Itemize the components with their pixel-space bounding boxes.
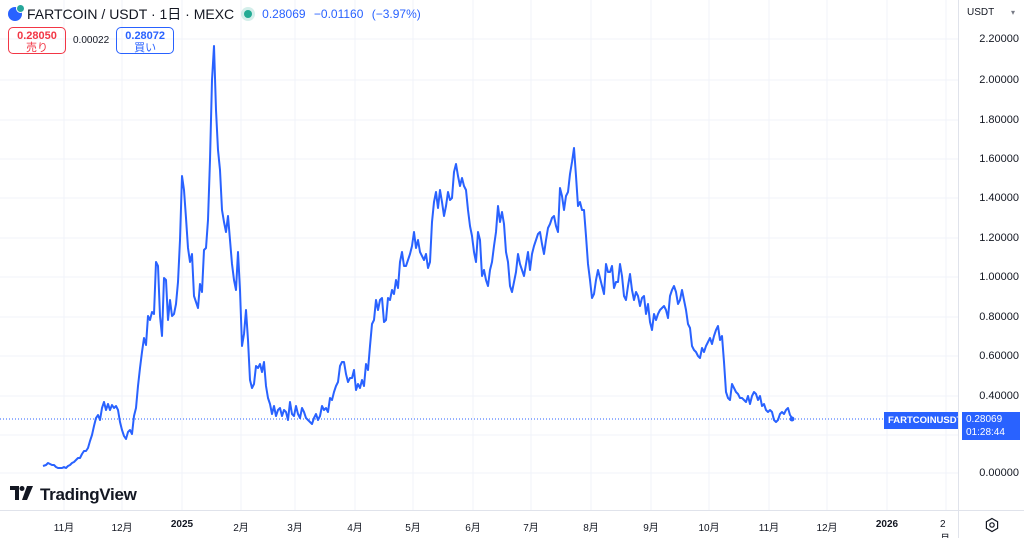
x-tick: 2025 <box>170 519 194 530</box>
last-point-marker <box>789 416 795 422</box>
y-tick: 1.60000 <box>979 153 1019 165</box>
y-tick: 0.00000 <box>979 467 1019 479</box>
last-price-value: 0.28069 <box>966 414 1003 425</box>
price-summary: 0.28069 −0.01160 (−3.97%) <box>262 7 426 21</box>
chart-pane[interactable]: FARTCOIN / USDT · 1日 · MEXC 0.28069 −0.0… <box>0 0 967 510</box>
change-text: −0.01160 <box>313 7 364 21</box>
x-tick: 11月 <box>53 523 75 534</box>
y-tick: 1.80000 <box>979 114 1019 126</box>
bar-countdown: 01:28:44 <box>966 427 1005 438</box>
sell-price: 0.28050 <box>17 30 57 42</box>
change-percent-text: (−3.97%) <box>371 7 421 21</box>
chart-settings-button[interactable] <box>958 510 1024 539</box>
y-tick: 2.20000 <box>979 33 1019 45</box>
last-price-text: 0.28069 <box>262 7 306 21</box>
symbol-title[interactable]: FARTCOIN / USDT · 1日 · MEXC <box>27 6 235 22</box>
x-tick: 2026 <box>875 519 899 530</box>
sell-label: 売り <box>26 42 48 54</box>
y-tick: 0.60000 <box>979 350 1019 362</box>
last-price-tag: 0.28069 01:28:44 <box>962 412 1020 440</box>
price-chart[interactable] <box>0 0 958 510</box>
tradingview-mark-icon <box>10 485 34 505</box>
gear-icon <box>985 517 999 533</box>
symbol-price-label: FARTCOINUSDT <box>884 412 967 429</box>
currency-selector[interactable]: USDT ▾ <box>963 3 1019 21</box>
x-tick: 2月 <box>233 523 249 534</box>
x-tick: 12月 <box>111 523 133 534</box>
x-tick: 5月 <box>405 523 421 534</box>
y-tick: 1.00000 <box>979 271 1019 283</box>
x-tick: 12月 <box>816 523 838 534</box>
x-tick: 3月 <box>287 523 303 534</box>
spread-value: 0.00022 <box>73 35 110 46</box>
y-tick: 0.40000 <box>979 390 1019 402</box>
symbol-header: FARTCOIN / USDT · 1日 · MEXC 0.28069 −0.0… <box>8 4 426 24</box>
market-status-icon[interactable] <box>244 10 253 18</box>
currency-value: USDT <box>967 6 995 18</box>
tradingview-wordmark: TradingView <box>40 485 137 504</box>
trade-buttons: 0.28050 売り 0.00022 0.28072 買い <box>8 27 175 54</box>
x-tick: 8月 <box>583 523 599 534</box>
y-tick: 0.80000 <box>979 311 1019 323</box>
grid <box>0 0 958 510</box>
buy-label: 買い <box>134 42 157 54</box>
time-axis[interactable]: 11月 12月 2025 2月 3月 4月 5月 6月 7月 8月 9月 10月… <box>0 510 958 545</box>
x-tick: 4月 <box>347 523 363 534</box>
tradingview-logo[interactable]: TradingView <box>10 485 137 505</box>
y-tick: 1.40000 <box>979 192 1019 204</box>
y-tick: 1.20000 <box>979 232 1019 244</box>
x-tick: 9月 <box>643 523 659 534</box>
buy-price: 0.28072 <box>125 30 166 42</box>
buy-button[interactable]: 0.28072 買い <box>116 27 175 54</box>
chevron-down-icon: ▾ <box>1010 7 1015 17</box>
x-tick: 10月 <box>698 523 720 534</box>
sell-button[interactable]: 0.28050 売り <box>8 27 66 54</box>
x-tick: 11月 <box>758 523 780 534</box>
x-tick: 7月 <box>523 523 539 534</box>
x-tick: 6月 <box>465 523 481 534</box>
y-tick: 2.00000 <box>979 74 1019 86</box>
price-line <box>42 45 793 469</box>
coin-logo-icon <box>8 4 25 21</box>
bottom-strip <box>0 538 1024 545</box>
